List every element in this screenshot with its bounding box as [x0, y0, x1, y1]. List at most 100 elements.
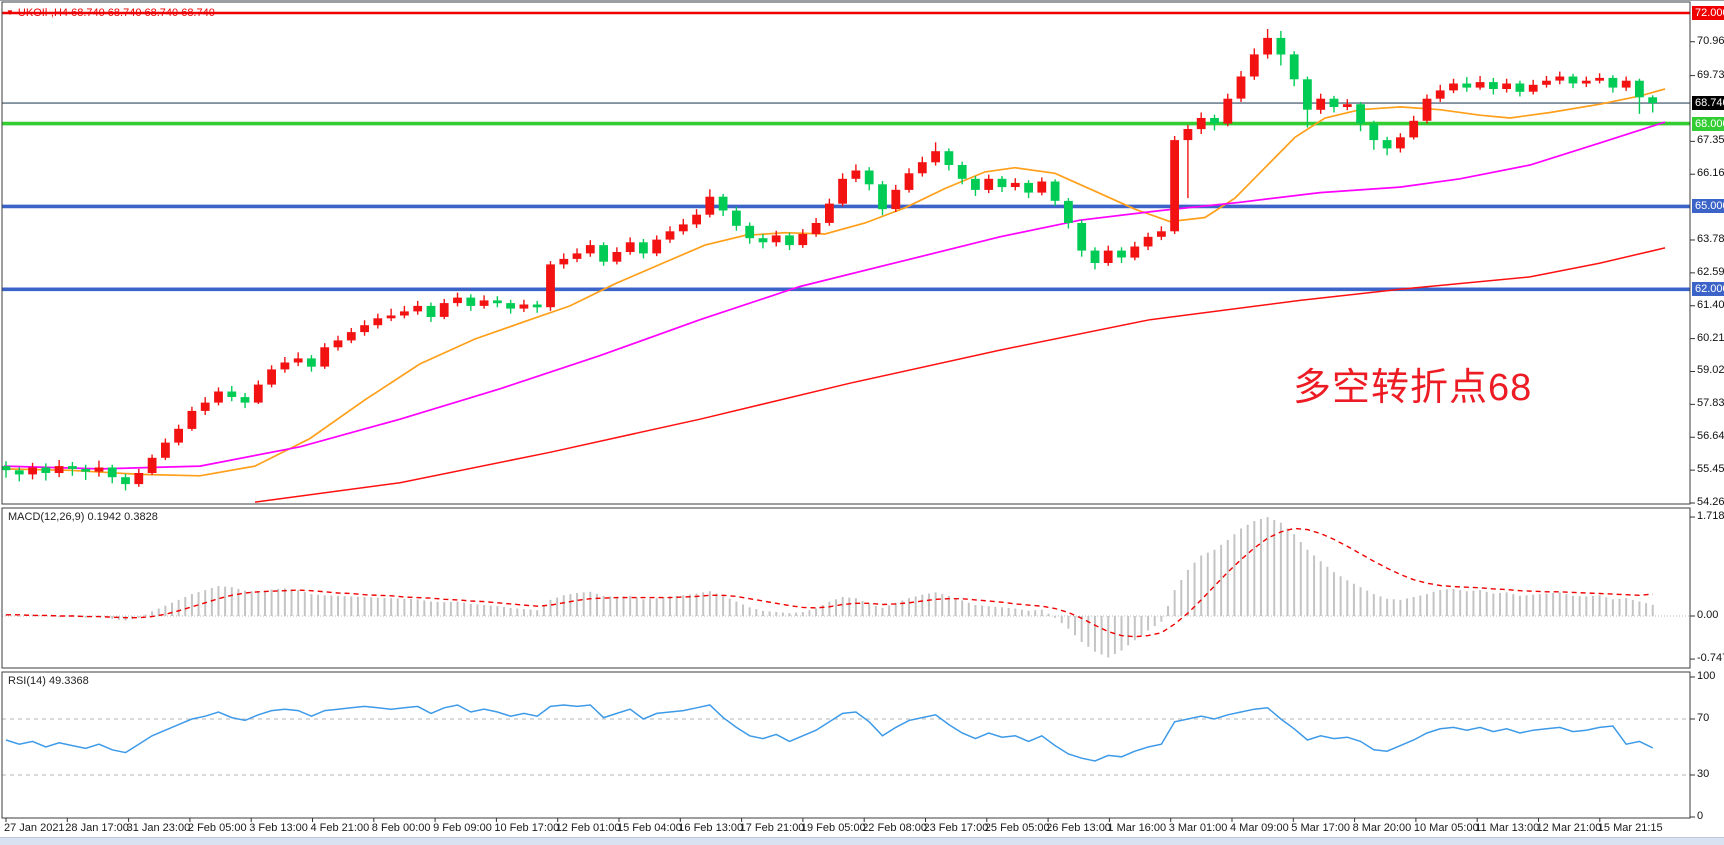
candle-body	[864, 170, 874, 185]
candle-body	[1303, 79, 1312, 110]
candle-body	[493, 300, 502, 304]
candle-body	[745, 225, 755, 239]
candle-body	[1555, 76, 1565, 81]
candle-body	[1528, 84, 1538, 92]
candle-body	[1024, 182, 1033, 193]
candle-body	[625, 242, 635, 252]
candle-body	[1037, 181, 1047, 193]
candle-body	[1183, 129, 1193, 141]
candle-body	[1236, 76, 1246, 99]
candle-body	[227, 391, 237, 397]
candle-body	[280, 362, 290, 370]
candle-body	[147, 457, 157, 473]
candle-body	[1050, 181, 1060, 201]
candle-body	[453, 297, 462, 304]
candle-body	[1502, 83, 1511, 89]
candle-body	[346, 332, 356, 341]
candle-body	[1249, 54, 1259, 77]
candle-body	[253, 384, 263, 403]
candle-body	[200, 402, 210, 411]
candle-body	[785, 235, 794, 246]
candle-body	[187, 410, 197, 429]
rsi-name-label: RSI(14)	[8, 675, 46, 687]
candle-body	[931, 151, 940, 163]
candle-body	[1568, 76, 1578, 84]
candle-body	[678, 224, 688, 232]
candle-body	[652, 239, 662, 254]
candle-body	[559, 258, 569, 265]
symbol-quote: ▼ UKOIl·,H4 68.740 68.740 68.740 68.740	[6, 7, 215, 19]
candle-body	[121, 477, 130, 485]
candle-body	[360, 325, 369, 333]
candle-body	[1422, 98, 1432, 121]
candle-body	[1289, 54, 1299, 80]
candle-body	[400, 311, 409, 316]
candle-body	[1369, 123, 1379, 141]
candle-body	[838, 178, 847, 204]
candle-body	[94, 467, 104, 472]
candle-body	[585, 245, 595, 254]
candle-body	[1635, 80, 1644, 98]
candle-body	[1648, 97, 1658, 104]
candle-body	[718, 196, 728, 211]
candle-body	[798, 234, 808, 246]
candle-body	[307, 358, 316, 367]
candle-body	[466, 297, 476, 306]
candle-body	[1090, 250, 1100, 263]
candle-body	[1435, 90, 1445, 99]
candle-body	[997, 178, 1007, 188]
candle-body	[1329, 98, 1339, 107]
candle-body	[1143, 236, 1153, 247]
candle-body	[732, 210, 741, 226]
candle-body	[1010, 182, 1020, 187]
candle-body	[28, 467, 37, 475]
candle-body	[572, 253, 582, 259]
rsi-panel-border	[1, 671, 1691, 819]
candle-body	[546, 264, 555, 308]
candle-body	[878, 184, 887, 210]
candle-body	[240, 397, 250, 403]
candle-body	[1595, 77, 1604, 81]
candle-body	[320, 347, 330, 367]
chart-annotation-text[interactable]: 多空转折点68	[1293, 367, 1533, 409]
symbol-period-ohlc-label: UKOIl·,H4 68.740 68.740 68.740 68.740	[17, 7, 215, 19]
symbol-dropdown-icon[interactable]: ▼	[6, 8, 14, 17]
candle-body	[41, 467, 51, 473]
candle-body	[1210, 118, 1219, 124]
candle-body	[1263, 37, 1272, 55]
rsi-value-label: 49.3368	[48, 675, 89, 687]
candle-body	[333, 340, 343, 348]
candle-body	[81, 468, 91, 472]
macd-signal-line	[6, 527, 1653, 638]
candle-body	[532, 304, 542, 308]
candle-body	[1462, 83, 1472, 88]
candle-body	[891, 189, 901, 210]
candle-body	[1621, 80, 1631, 88]
candle-body	[904, 173, 914, 190]
candle-body	[1382, 140, 1392, 149]
candle-body	[1117, 250, 1126, 258]
candle-body	[161, 442, 170, 458]
candle-body	[705, 196, 715, 215]
candle-body	[1475, 82, 1485, 88]
candle-body	[1130, 246, 1140, 258]
rsi-indicator-label: RSI(14) 49.3368	[8, 675, 89, 687]
candle-body	[771, 235, 781, 243]
candle-body	[1356, 104, 1365, 124]
candle-body	[1196, 118, 1206, 130]
candle-body	[1, 466, 11, 471]
candle-body	[1316, 98, 1326, 110]
macd-values-label: 0.1942 0.3828	[87, 511, 158, 523]
candle-body	[984, 178, 994, 190]
candle-body	[1542, 80, 1551, 85]
candle-body	[1581, 80, 1591, 84]
rsi-line	[5, 704, 1654, 762]
candle-body	[479, 300, 489, 306]
candle-body	[851, 170, 861, 179]
candle-body	[1515, 83, 1525, 92]
candle-body	[413, 305, 423, 312]
candle-body	[1342, 104, 1352, 107]
candle-body	[373, 318, 383, 326]
candle-body	[214, 391, 223, 403]
